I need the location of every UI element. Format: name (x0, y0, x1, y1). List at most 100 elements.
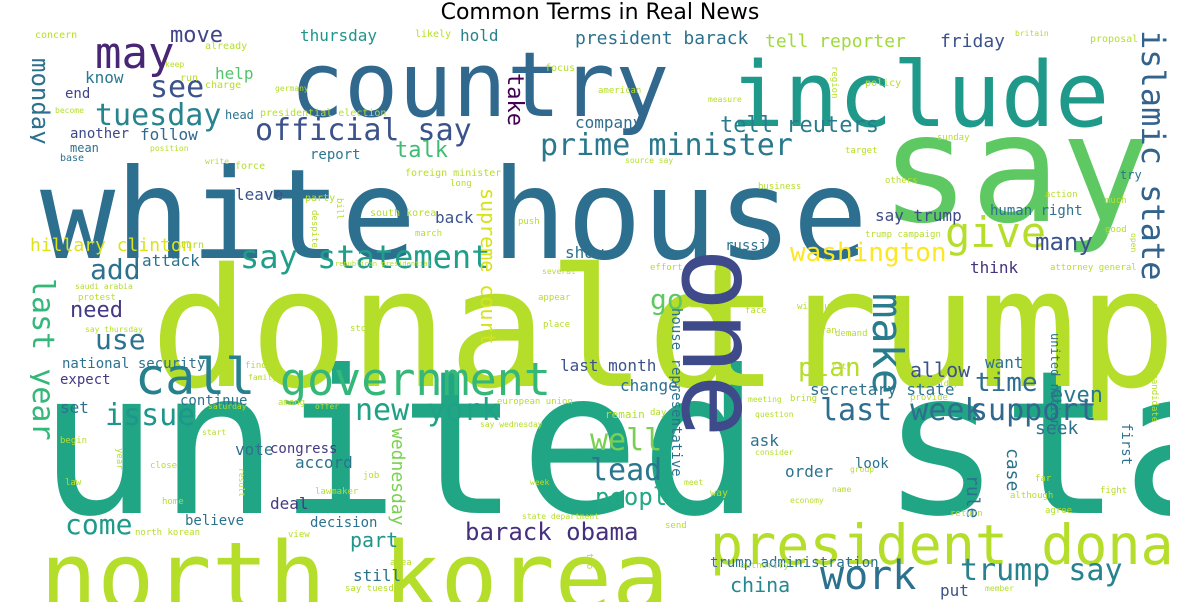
word-donald: donald (150, 233, 746, 425)
word-home: home (162, 497, 184, 507)
word-include: include (730, 43, 1109, 148)
word-saturday: saturday (208, 402, 247, 411)
word-state-department: state department (522, 512, 599, 521)
word-bring: bring (790, 394, 817, 404)
word-likely: likely (415, 29, 451, 40)
word-back: back (435, 208, 474, 227)
word-last-year: last year (30, 278, 60, 441)
word-say-friday: say friday (910, 379, 958, 388)
word-attorney-general: attorney general (1050, 263, 1137, 273)
word-decision: decision (310, 515, 377, 531)
word-name: name (832, 485, 851, 494)
word-deal: deal (270, 494, 309, 513)
word-protest: protest (78, 293, 116, 303)
word-focus: focus (545, 63, 575, 74)
word-come: come (65, 508, 132, 541)
word-continue: continue (180, 393, 247, 409)
word-offer: offer (315, 402, 339, 411)
word-provide: provide (910, 393, 948, 403)
word-send: send (665, 521, 687, 531)
word-may: may (95, 28, 174, 79)
word-white-house: white house (40, 143, 868, 288)
word-remain: remain (605, 408, 645, 421)
word-far: far (1035, 474, 1052, 484)
word-change: change (620, 376, 678, 395)
word-say-thursday: say thursday (85, 325, 143, 334)
word-help: help (215, 64, 254, 83)
word-germany: germany (275, 84, 309, 93)
word-end: end (65, 86, 90, 102)
word-official-say: official say (255, 113, 472, 148)
word-monday: monday (30, 58, 54, 145)
word-order: order (785, 462, 834, 481)
word-people: people (595, 483, 682, 511)
word-group: group (850, 465, 874, 474)
word-begin: begin (60, 436, 87, 446)
word-economy: economy (790, 496, 824, 505)
word-position: position (150, 144, 189, 153)
word-mean: mean (70, 141, 99, 155)
word-write: write (205, 157, 229, 166)
word-wednesday: wednesday (387, 428, 408, 526)
word-become: become (55, 106, 84, 115)
word-effort: effort (650, 263, 683, 273)
word-tell-reuters: tell reuters (720, 113, 879, 138)
word-demand: demand (835, 329, 868, 339)
word-despite: despite (309, 210, 319, 248)
word-many: many (1035, 228, 1093, 256)
word-others: others (885, 176, 918, 186)
word-fight: fight (1100, 486, 1127, 496)
word-tuesday: tuesday (95, 98, 221, 133)
word-case: case (1002, 448, 1023, 491)
word-say-trump: say trump (875, 206, 962, 225)
word-place: place (543, 320, 570, 330)
word-company: company (575, 113, 643, 132)
word-add: add (90, 253, 141, 286)
word-say-statement: say statement (240, 238, 490, 276)
word-want: want (985, 353, 1024, 372)
word-result: result (237, 468, 246, 497)
word-united-state: united state (38, 328, 1170, 561)
word-agree: agree (1045, 506, 1072, 516)
word-among: among (278, 398, 305, 408)
word-put: put (940, 581, 969, 600)
word-day: day (650, 408, 667, 418)
word-european-union: european union (497, 397, 573, 407)
word-human-right: human right (990, 203, 1083, 219)
word-house-representative: house representative (668, 308, 684, 477)
word-meet: meet (684, 478, 703, 487)
word-one: one (658, 248, 780, 438)
word-united-nation: united nation (1048, 333, 1062, 427)
word-policy: policy (865, 78, 901, 89)
word-allow: allow (910, 358, 971, 382)
word-appear: appear (538, 293, 571, 303)
word-ask: ask (750, 431, 779, 450)
word-family: family (248, 373, 277, 382)
word-attack: attack (142, 251, 200, 270)
word-china: china (730, 573, 790, 597)
word-presidential-candidate: presidential candidate (1149, 303, 1159, 422)
word-authority: authority (740, 561, 789, 571)
word-give: give (945, 208, 1046, 257)
word-without: without (797, 302, 835, 312)
word-new-york: new york (355, 393, 500, 428)
word-islamic-state: islamic state (1134, 30, 1170, 280)
word-concern: concern (35, 30, 77, 41)
word-say: say (880, 83, 1151, 257)
word-charge: charge (205, 80, 241, 91)
word-trump: trump (680, 233, 1170, 425)
word-say-tuesday: say tuesday (345, 584, 405, 594)
word-stop: stop (350, 324, 372, 334)
word-proposal: proposal (1090, 34, 1138, 45)
word-trump-administration: trump administration (710, 555, 879, 571)
word-support: support (970, 393, 1096, 428)
word-last-month: last month (560, 356, 656, 375)
word-prime-minister: prime minister (540, 128, 793, 163)
word-source-say: source say (625, 156, 673, 165)
word-trump-campaign: trump campaign (865, 230, 941, 240)
word-lead: lead (590, 453, 662, 488)
word-bill: bill (334, 198, 344, 220)
word-business: business (758, 182, 801, 192)
word-hold: hold (460, 28, 499, 45)
